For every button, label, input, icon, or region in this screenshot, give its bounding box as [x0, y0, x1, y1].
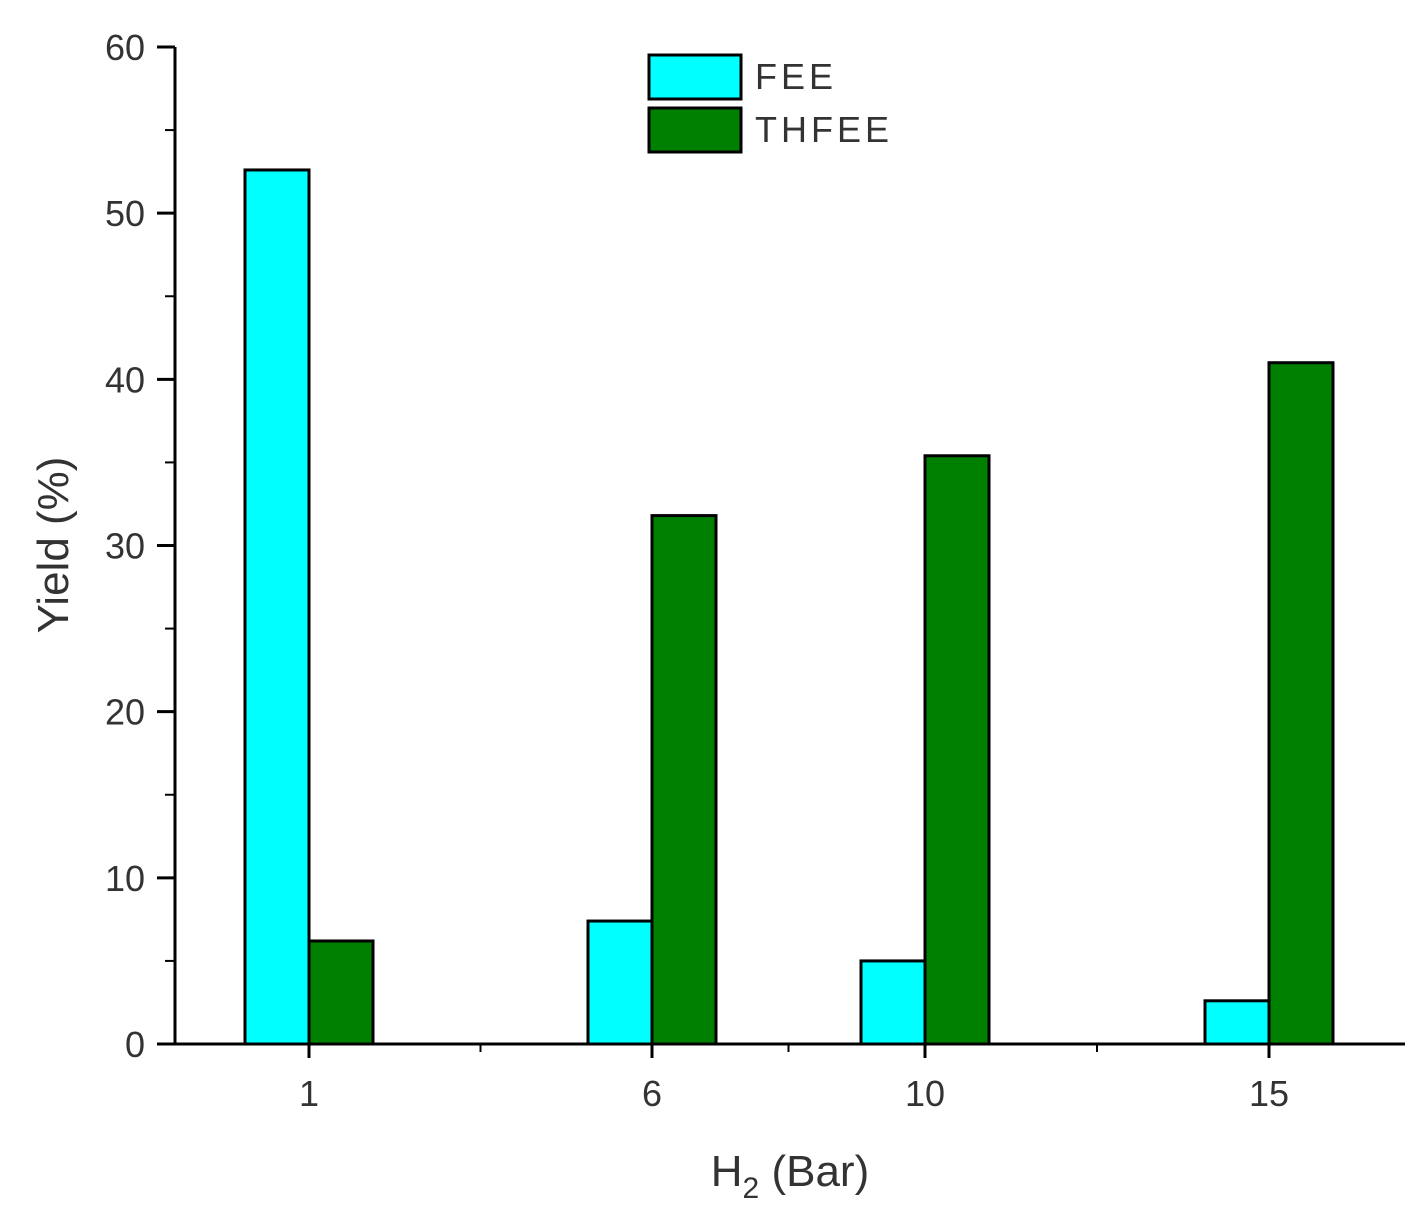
legend-label-fee: FEE [755, 56, 837, 97]
x-tick-label: 10 [905, 1073, 945, 1114]
x-tick-label: 1 [299, 1073, 319, 1114]
x-axis: 1 6 10 15 [175, 1042, 1405, 1114]
legend-swatch-fee [647, 53, 743, 101]
y-tick-label: 0 [125, 1024, 145, 1065]
y-tick-label: 10 [105, 858, 145, 899]
bar-fee-1 [243, 168, 311, 1046]
bar-thfee-10 [923, 454, 991, 1046]
legend-label-thfee: THFEE [755, 109, 893, 150]
x-tick-label: 15 [1249, 1073, 1289, 1114]
y-tick-label: 50 [105, 193, 145, 234]
y-tick-label: 20 [105, 692, 145, 733]
y-tick-label: 60 [105, 27, 145, 68]
bar-fee-6 [586, 919, 654, 1046]
bar-thfee-1 [307, 939, 375, 1046]
legend-swatch-thfee [647, 106, 743, 154]
bar-fee-15 [1203, 999, 1271, 1046]
x-axis-title-subscript: 2 [743, 1172, 760, 1205]
y-axis-title: Yield (%) [29, 457, 78, 634]
x-axis-title-rest: (Bar) [759, 1147, 869, 1196]
bar-thfee-6 [650, 514, 718, 1046]
y-tick-label: 30 [105, 526, 145, 567]
legend: FEE THFEE [647, 53, 893, 154]
bars-group [243, 168, 1335, 1046]
bar-fee-10 [859, 959, 927, 1046]
y-tick-label: 40 [105, 359, 145, 400]
bar-thfee-15 [1267, 361, 1335, 1046]
y-axis: 0 10 20 30 40 50 60 [105, 27, 177, 1065]
x-axis-title: H2 (Bar) [711, 1147, 869, 1205]
x-axis-title-main: H [711, 1147, 743, 1196]
x-tick-label: 6 [642, 1073, 662, 1114]
